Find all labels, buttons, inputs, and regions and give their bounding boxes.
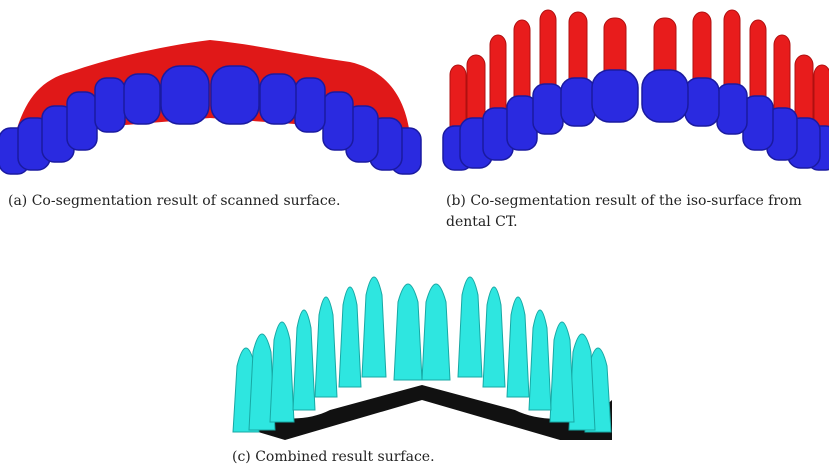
tooth — [161, 66, 209, 124]
tooth — [95, 78, 125, 132]
figure-illustrations — [0, 0, 829, 472]
tooth — [315, 297, 337, 397]
tooth — [124, 74, 160, 124]
tooth — [362, 277, 386, 377]
panel-c-image — [233, 277, 612, 440]
crown — [592, 70, 638, 122]
tooth — [458, 277, 482, 377]
crown — [685, 78, 719, 126]
figure-page: (a) Co-segmentation result of scanned su… — [0, 0, 829, 472]
panel-c-caption: (c) Combined result surface. — [232, 447, 632, 468]
tooth — [339, 287, 361, 387]
tooth — [394, 284, 422, 380]
crown — [642, 70, 688, 122]
crown — [561, 78, 595, 126]
tooth — [550, 322, 574, 422]
crown — [717, 84, 747, 134]
panel-a-image — [0, 40, 421, 174]
tooth — [483, 287, 505, 387]
tooth — [270, 322, 294, 422]
crown — [533, 84, 563, 134]
tooth — [323, 92, 353, 150]
tooth — [529, 310, 551, 410]
panel-b-caption: (b) Co-segmentation result of the iso-su… — [446, 191, 826, 233]
tooth — [507, 297, 529, 397]
tooth — [295, 78, 325, 132]
tooth — [422, 284, 450, 380]
tooth — [260, 74, 296, 124]
tooth — [67, 92, 97, 150]
panel-a-caption: (a) Co-segmentation result of scanned su… — [8, 191, 418, 212]
tooth — [293, 310, 315, 410]
tooth — [211, 66, 259, 124]
panel-b-image — [443, 10, 829, 170]
